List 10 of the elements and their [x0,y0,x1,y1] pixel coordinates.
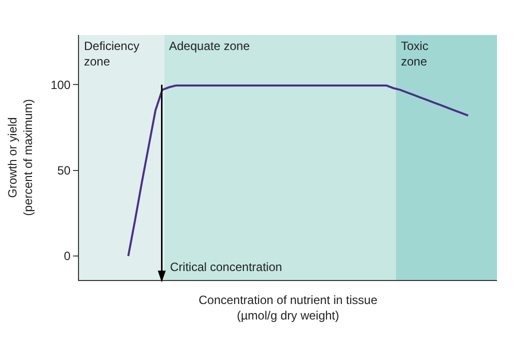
y-axis-title: Growth or yield (percent of maximum) [5,99,35,216]
line-series [127,84,470,258]
annotation: Deficiency zone [84,39,140,69]
x-axis-title: Concentration of nutrient in tissue (µmol/g dry weight) [198,292,378,322]
y-tick-label: 100 [50,78,71,92]
y-tick-label: 0 [64,249,71,264]
annotation: Critical concentration [170,260,282,274]
annotation: Adequate zone [169,39,250,53]
annotation: Toxic zone [401,39,428,69]
y-tick-label: 50 [57,164,71,178]
